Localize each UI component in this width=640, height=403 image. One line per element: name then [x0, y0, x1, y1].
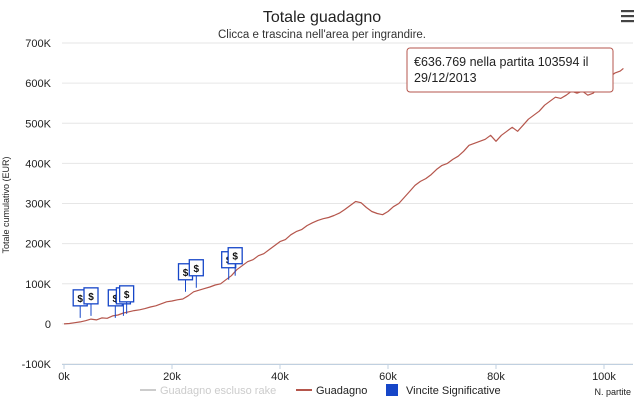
flag-marker[interactable]: $ — [83, 287, 99, 316]
flag-label: $ — [113, 294, 119, 305]
y-axis: -100K 0 100K 200K 300K 400K 500K 600K 700K — [22, 38, 52, 371]
flag-marker[interactable]: $ — [188, 259, 204, 288]
y-tick-label: 700K — [25, 38, 51, 50]
legend-item[interactable]: Guadagno escluso rake — [140, 385, 276, 397]
legend-label: Guadagno — [316, 385, 367, 397]
flag-marker[interactable]: $ — [118, 285, 135, 314]
menu-icon — [621, 10, 634, 23]
flag-label: $ — [77, 294, 83, 305]
tooltip: €636.769 nella partita 103594 il 29/12/2… — [406, 47, 614, 93]
legend-item[interactable]: Guadagno — [296, 385, 367, 397]
legend-label: Vincite Significative — [406, 385, 501, 397]
x-tick-label: 20k — [163, 371, 181, 383]
y-tick-label: -100K — [22, 359, 52, 371]
chart-title: Totale guadagno — [263, 9, 381, 26]
legend: Guadagno escluso rake Guadagno Vincite Sig… — [140, 384, 501, 397]
flag-box — [188, 259, 204, 277]
y-tick-label: 0 — [45, 319, 51, 331]
flag-label: $ — [183, 268, 189, 279]
tooltip-box — [406, 47, 614, 93]
flag-label: $ — [194, 264, 200, 275]
y-tick-label: 100K — [25, 279, 51, 291]
series-line-guadagno[interactable] — [63, 67, 624, 325]
x-tick-label: 60k — [379, 371, 397, 383]
x-tick-label: 40k — [271, 371, 289, 383]
flag-box — [227, 247, 243, 265]
chart-subtitle: Clicca e trascina nell'area per ingrandi… — [218, 29, 426, 41]
flag-series[interactable]: $$$$$$$$$ — [72, 247, 243, 318]
flag-label: $ — [88, 292, 94, 303]
y-axis-title: Totale cumulativo (EUR) — [1, 156, 11, 253]
legend-swatch — [386, 384, 398, 396]
plot-area[interactable] — [63, 67, 624, 325]
x-tick-label: 100k — [592, 371, 616, 383]
x-axis: 0k 20k 40k 60k 80k 100k — [58, 364, 633, 383]
grid-lines — [62, 42, 633, 365]
tooltip-line-2: 29/12/2013 — [414, 71, 477, 85]
y-tick-label: 600K — [25, 78, 51, 90]
y-tick-label: 500K — [25, 118, 51, 130]
y-tick-label: 300K — [25, 199, 51, 211]
x-axis-title: N. partite — [594, 387, 631, 397]
flag-box — [83, 287, 99, 305]
y-tick-label: 400K — [25, 158, 51, 170]
flag-label: $ — [232, 252, 238, 263]
flag-marker[interactable]: $ — [227, 247, 243, 276]
flag-label: $ — [124, 290, 130, 301]
x-tick-label: 0k — [58, 371, 70, 383]
y-tick-label: 200K — [25, 239, 51, 251]
x-tick-label: 80k — [487, 371, 505, 383]
legend-item[interactable]: Vincite Significative — [386, 384, 501, 397]
menu-button[interactable] — [617, 7, 635, 25]
tooltip-line-1: €636.769 nella partita 103594 il — [414, 55, 588, 69]
flag-box — [118, 285, 135, 303]
legend-label: Guadagno escluso rake — [160, 385, 276, 397]
